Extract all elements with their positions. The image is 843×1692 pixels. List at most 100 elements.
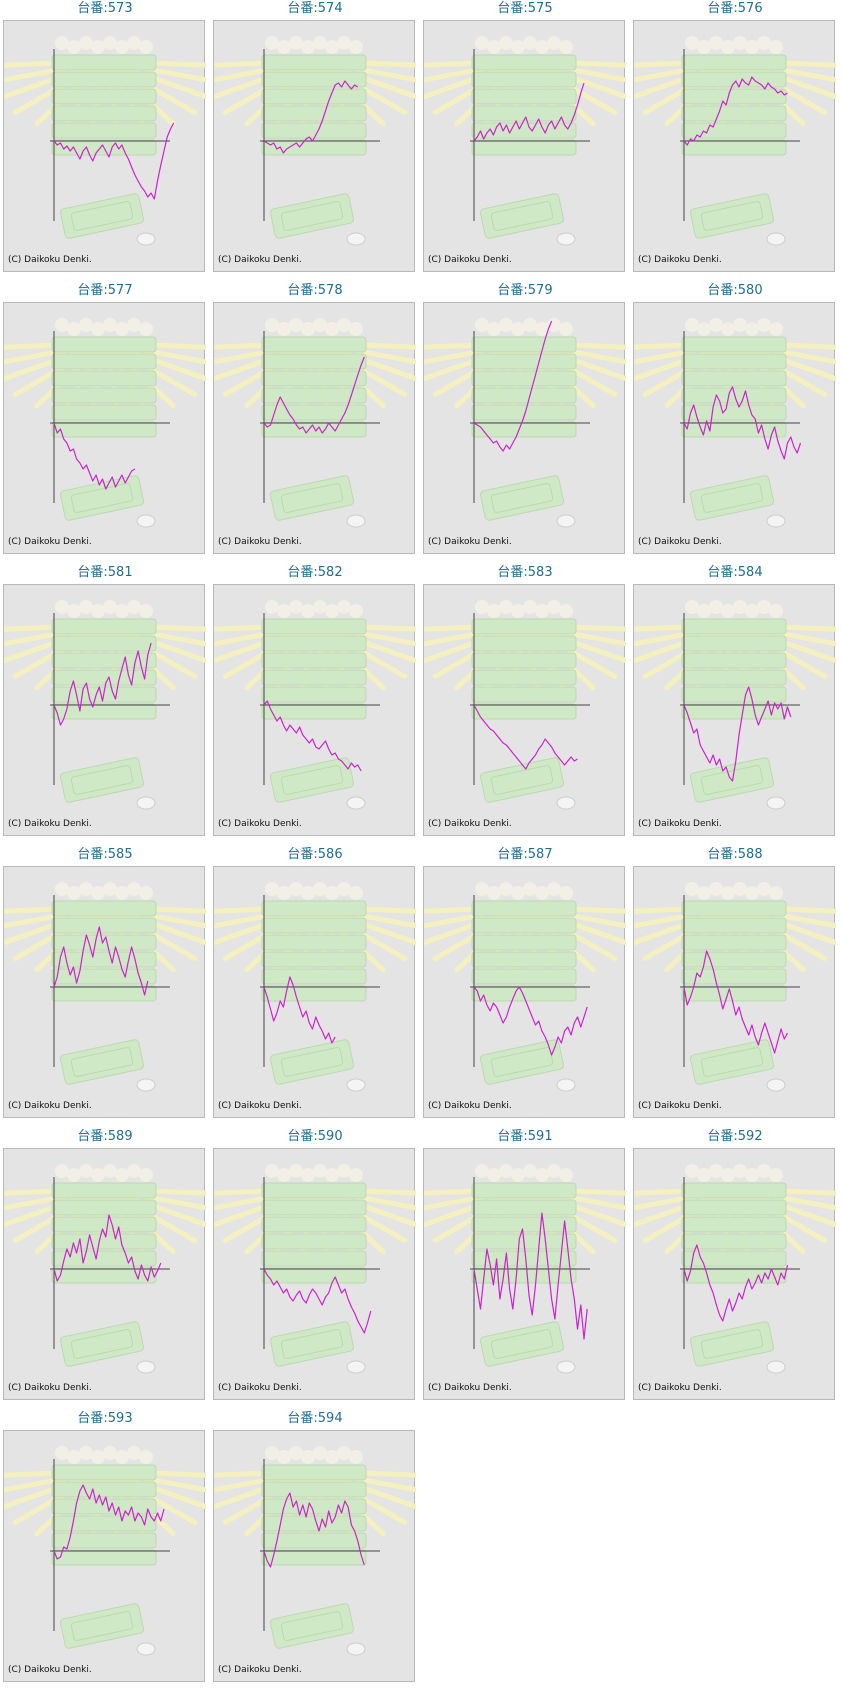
decor-box xyxy=(471,88,577,105)
decor-ball xyxy=(103,882,117,896)
decor-ball xyxy=(139,40,153,54)
decor-ball xyxy=(265,1164,279,1178)
decor-box xyxy=(261,686,367,703)
chart-frame: (C) Daikoku Denki. xyxy=(3,1148,206,1400)
decor-ball xyxy=(745,1168,759,1182)
decor-tray-inner xyxy=(280,483,344,513)
decor-ball xyxy=(139,604,153,618)
decor-ball xyxy=(349,886,363,900)
decor-box xyxy=(681,635,787,652)
decor-box xyxy=(261,968,367,985)
decor-ball xyxy=(685,36,699,50)
decor-box xyxy=(51,669,157,686)
decor-box xyxy=(51,370,157,387)
background-illustration xyxy=(214,600,416,810)
decor-coin xyxy=(346,796,366,810)
decor-tray-inner xyxy=(490,201,554,231)
background-illustration xyxy=(214,318,416,528)
decor-box xyxy=(471,54,577,71)
decor-ball xyxy=(301,1450,315,1464)
decor-tray xyxy=(689,193,775,239)
chart-svg xyxy=(4,882,206,1092)
decor-ball xyxy=(127,882,141,896)
decor-ball xyxy=(103,1164,117,1178)
decor-box xyxy=(471,1182,577,1199)
decor-ball xyxy=(313,36,327,50)
decor-coin xyxy=(136,1078,156,1092)
decor-tray xyxy=(479,193,565,239)
background-illustration xyxy=(634,1164,836,1374)
decor-ball xyxy=(559,1168,573,1182)
series-line xyxy=(683,686,792,782)
decor-box xyxy=(261,370,367,387)
chart-svg xyxy=(634,1164,836,1374)
decor-ball xyxy=(313,600,327,614)
decor-box xyxy=(261,1549,367,1566)
background-illustration xyxy=(424,882,626,1092)
copyright-label: (C) Daikoku Denki. xyxy=(428,1101,512,1111)
decor-box xyxy=(51,1515,157,1532)
decor-box xyxy=(261,353,367,370)
chart-panel: 台番:594 (C) Daikoku Denki. xyxy=(210,1410,420,1692)
chart-frame: (C) Daikoku Denki. xyxy=(3,20,206,272)
decor-ball xyxy=(535,886,549,900)
decor-ball xyxy=(757,1164,771,1178)
decor-ball xyxy=(475,1164,489,1178)
decor-ball xyxy=(115,1168,129,1182)
decor-box xyxy=(681,421,787,438)
decor-box xyxy=(261,1233,367,1250)
decor-coin xyxy=(556,1360,576,1374)
decor-tray xyxy=(269,193,355,239)
decor-ball xyxy=(757,36,771,50)
decor-box xyxy=(261,917,367,934)
decor-ball xyxy=(115,604,129,618)
chart-svg xyxy=(4,1164,206,1374)
decor-ball xyxy=(325,1450,339,1464)
decor-coin xyxy=(556,232,576,246)
decor-tray-inner xyxy=(700,483,764,513)
decor-ball xyxy=(67,1450,81,1464)
decor-coin xyxy=(766,514,786,528)
decor-box xyxy=(471,669,577,686)
chart-svg xyxy=(424,882,626,1092)
decor-ball xyxy=(115,40,129,54)
chart-frame: (C) Daikoku Denki. xyxy=(213,866,416,1118)
decor-tray xyxy=(689,475,775,521)
background-illustration xyxy=(4,36,206,246)
decor-tray xyxy=(269,1039,355,1085)
decor-box xyxy=(261,1481,367,1498)
decor-ball xyxy=(91,886,105,900)
series-line xyxy=(263,976,336,1044)
decor-ball xyxy=(313,1446,327,1460)
decor-ball xyxy=(301,604,315,618)
chart-title: 台番:582 xyxy=(287,565,343,580)
decor-tray xyxy=(689,1321,775,1367)
series-line xyxy=(263,1268,372,1334)
decor-ball xyxy=(67,40,81,54)
decor-ball xyxy=(79,1446,93,1460)
decor-tray xyxy=(59,1321,145,1367)
chart-frame: (C) Daikoku Denki. xyxy=(633,584,836,836)
decor-ball xyxy=(55,600,69,614)
decor-box xyxy=(681,139,787,156)
decor-box xyxy=(681,618,787,635)
decor-ball xyxy=(325,886,339,900)
decor-box xyxy=(261,122,367,139)
chart-title: 台番:587 xyxy=(497,847,553,862)
decor-ball xyxy=(535,1168,549,1182)
decor-ball xyxy=(499,318,513,332)
decor-box xyxy=(51,1216,157,1233)
decor-box xyxy=(681,900,787,917)
decor-box xyxy=(261,934,367,951)
decor-ball xyxy=(337,882,351,896)
decor-box xyxy=(681,387,787,404)
decor-box xyxy=(261,139,367,156)
decor-tray-inner xyxy=(490,765,554,795)
decor-ball xyxy=(721,322,735,336)
series-line xyxy=(263,80,359,154)
copyright-label: (C) Daikoku Denki. xyxy=(428,1383,512,1393)
decor-coin xyxy=(556,514,576,528)
decor-ball xyxy=(697,886,711,900)
decor-ball xyxy=(487,1168,501,1182)
background-illustration xyxy=(424,600,626,810)
